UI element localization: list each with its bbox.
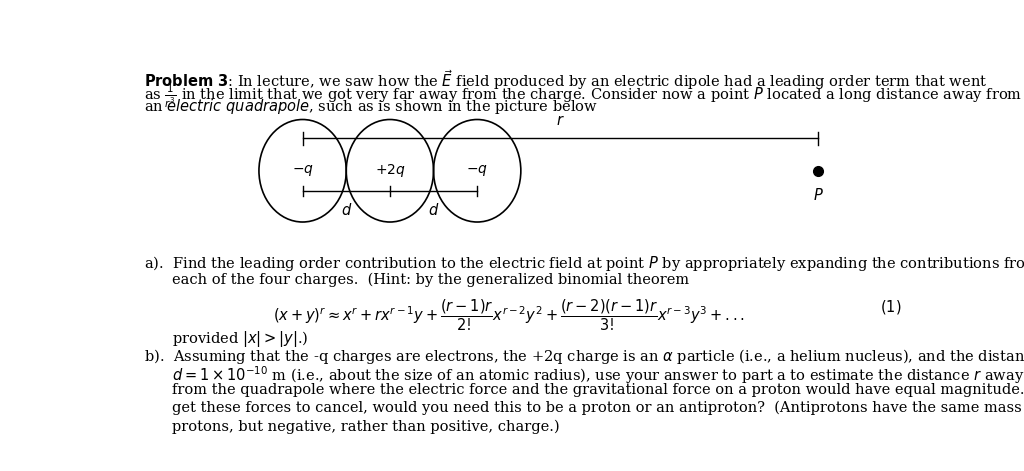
Text: as $\frac{1}{r^3}$ in the limit that we got very far away from the charge. Consi: as $\frac{1}{r^3}$ in the limit that we … <box>143 82 1022 110</box>
Text: $(x + y)^r \approx x^r + rx^{r-1}y + \dfrac{(r-1)r}{2!}x^{r-2}y^2 + \dfrac{(r-2): $(x + y)^r \approx x^r + rx^{r-1}y + \df… <box>273 298 744 333</box>
Text: an $\mathit{electric\ quadrapole}$, such as is shown in the picture below: an $\mathit{electric\ quadrapole}$, such… <box>143 97 598 116</box>
Text: b).  Assuming that the -q charges are electrons, the +2q charge is an $\alpha$ p: b). Assuming that the -q charges are ele… <box>143 347 1024 365</box>
Text: $-q$: $-q$ <box>292 163 313 178</box>
Text: protons, but negative, rather than positive, charge.): protons, but negative, rather than posit… <box>172 419 559 434</box>
Text: $(1)$: $(1)$ <box>881 298 902 316</box>
Text: $d$: $d$ <box>428 203 439 219</box>
Text: provided $|x| > |y|$.): provided $|x| > |y|$.) <box>172 329 308 349</box>
Text: $P$: $P$ <box>813 187 824 203</box>
Text: get these forces to cancel, would you need this to be a proton or an antiproton?: get these forces to cancel, would you ne… <box>172 401 1024 415</box>
Text: from the quadrapole where the electric force and the gravitational force on a pr: from the quadrapole where the electric f… <box>172 383 1024 397</box>
Text: $d$: $d$ <box>341 203 352 219</box>
Text: $\mathbf{Problem\ 3}$: In lecture, we saw how the $\vec{E}$ field produced by an: $\mathbf{Problem\ 3}$: In lecture, we sa… <box>143 68 987 92</box>
Text: $r$: $r$ <box>556 114 565 128</box>
Text: $+2q$: $+2q$ <box>375 162 406 179</box>
Text: a).  Find the leading order contribution to the electric field at point $P$ by a: a). Find the leading order contribution … <box>143 254 1024 273</box>
Text: each of the four charges.  (Hint: by the generalized binomial theorem: each of the four charges. (Hint: by the … <box>172 272 689 287</box>
Text: $-q$: $-q$ <box>466 163 488 178</box>
Text: $d = 1 \times 10^{-10}$ m (i.e., about the size of an atomic radius), use your a: $d = 1 \times 10^{-10}$ m (i.e., about t… <box>172 365 1024 387</box>
